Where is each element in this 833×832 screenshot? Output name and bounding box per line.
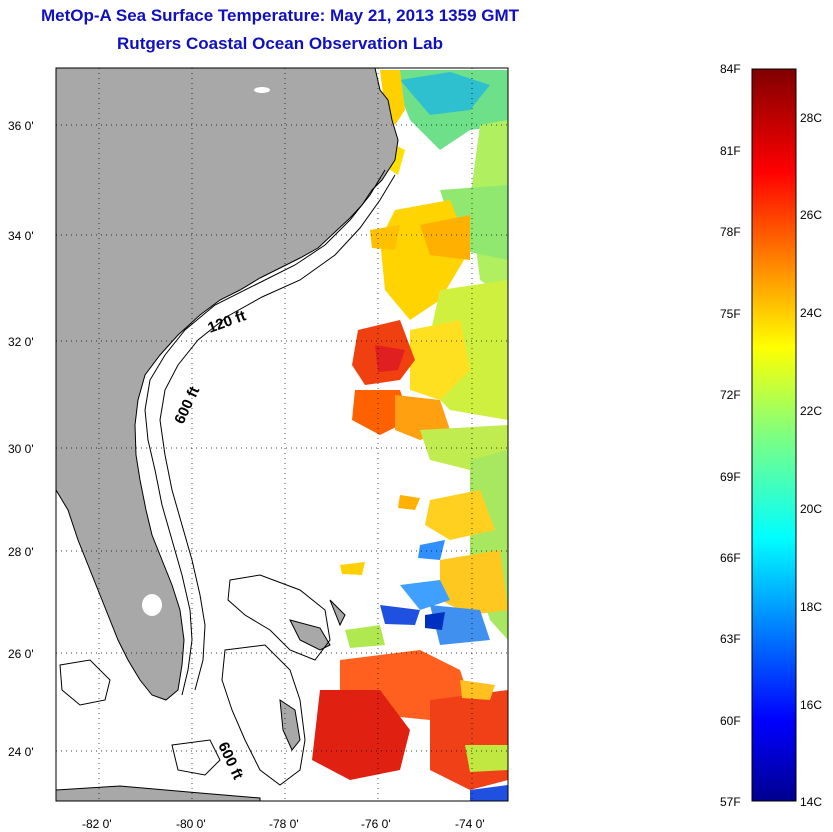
fahrenheit-label: 63F	[720, 632, 741, 646]
celsius-label: 24C	[800, 306, 822, 320]
celsius-label: 26C	[800, 208, 822, 222]
lat-lon-grid	[56, 68, 508, 801]
map-title: MetOp-A Sea Surface Temperature: May 21,…	[40, 6, 520, 25]
celsius-label: 22C	[800, 404, 822, 418]
celsius-label: 16C	[800, 698, 822, 712]
fahrenheit-label: 72F	[720, 388, 741, 402]
sst-data-layer	[312, 70, 508, 801]
lake-okeechobee	[142, 594, 162, 616]
fahrenheit-label: 81F	[720, 144, 741, 158]
lon-tick-label: -78 0'	[269, 817, 299, 831]
temperature-colorbar: 84F 81F 78F 75F 72F 69F 66F 63F 60F 57F …	[720, 62, 822, 809]
colorbar-fahrenheit-labels: 84F 81F 78F 75F 72F 69F 66F 63F 60F 57F	[720, 62, 741, 809]
lon-tick-label: -80 0'	[176, 817, 206, 831]
lat-tick-label: 32 0'	[8, 335, 34, 349]
lat-tick-label: 26 0'	[8, 647, 34, 661]
lon-tick-label: -74 0'	[455, 817, 485, 831]
fahrenheit-label: 84F	[720, 62, 741, 76]
map-subtitle: Rutgers Coastal Ocean Observation Lab	[117, 34, 443, 53]
map-frame	[55, 67, 509, 802]
fahrenheit-label: 75F	[720, 307, 741, 321]
longitude-axis: -82 0' -80 0' -78 0' -76 0' -74 0'	[82, 817, 485, 831]
lat-tick-label: 34 0'	[8, 229, 34, 243]
fahrenheit-label: 60F	[720, 714, 741, 728]
map-panel	[56, 68, 508, 801]
celsius-label: 14C	[800, 795, 822, 809]
lat-tick-label: 28 0'	[8, 545, 34, 559]
fahrenheit-label: 78F	[720, 225, 741, 239]
us-landmass	[56, 68, 399, 701]
fahrenheit-label: 66F	[720, 551, 741, 565]
celsius-label: 18C	[800, 600, 822, 614]
lat-tick-label: 24 0'	[8, 745, 34, 759]
lon-tick-label: -76 0'	[361, 817, 391, 831]
colorbar-gradient	[751, 68, 797, 802]
lon-tick-label: -82 0'	[82, 817, 112, 831]
depth-contours	[59, 169, 396, 786]
fahrenheit-label: 57F	[720, 795, 741, 809]
fahrenheit-label: 69F	[720, 470, 741, 484]
celsius-label: 20C	[800, 502, 822, 516]
latitude-axis: 36 0' 34 0' 32 0' 30 0' 28 0' 26 0' 24 0…	[8, 119, 34, 759]
colorbar-celsius-labels: 28C 26C 24C 22C 20C 18C 16C 14C	[800, 111, 822, 809]
celsius-label: 28C	[800, 111, 822, 125]
lat-tick-label: 36 0'	[8, 119, 34, 133]
lat-tick-label: 30 0'	[8, 442, 34, 456]
bahamas-islands	[56, 599, 346, 801]
